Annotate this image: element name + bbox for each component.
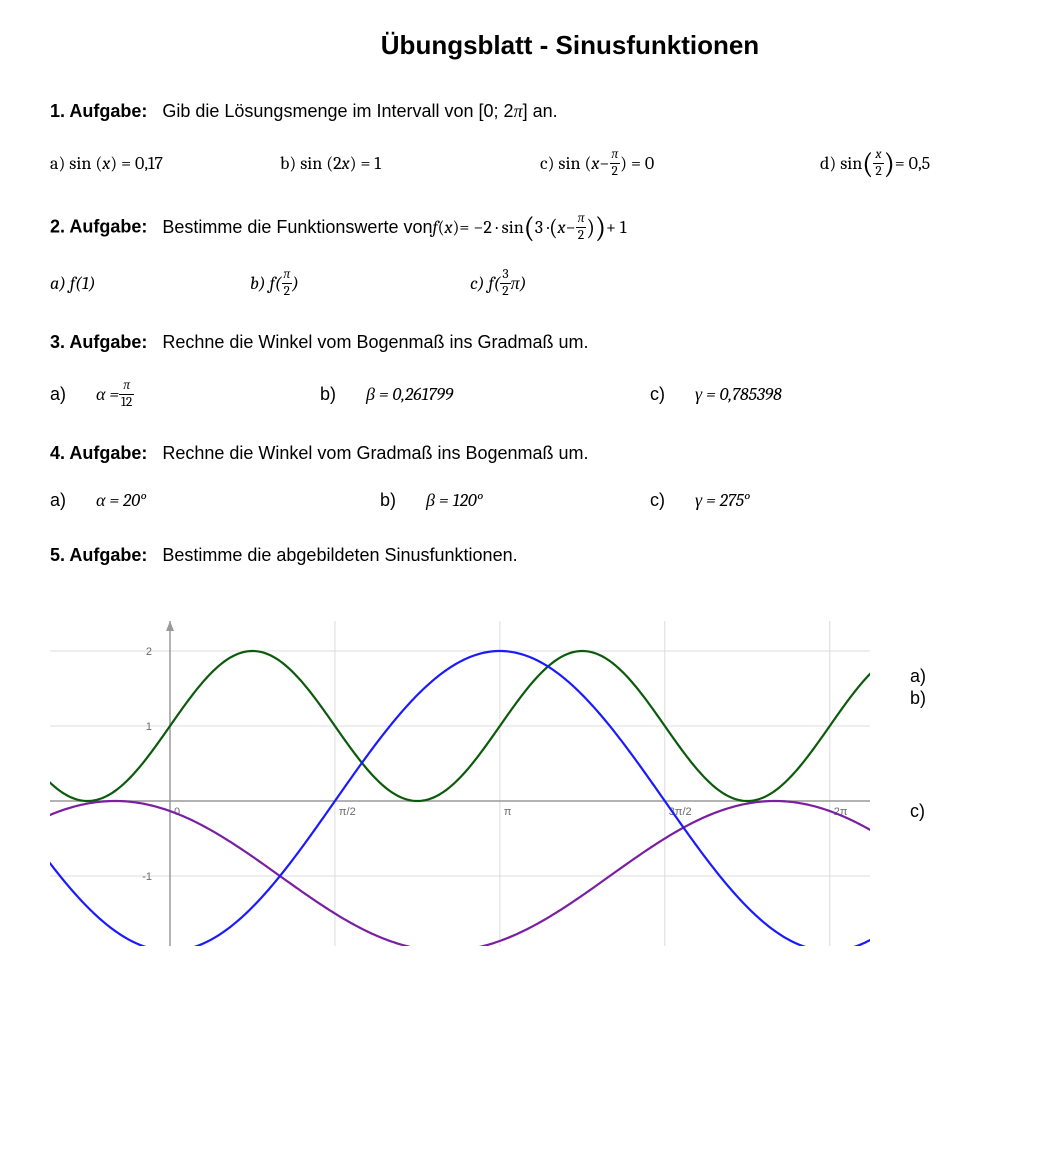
task-1-prompt: Gib die Lösungsmenge im Intervall von [0…: [162, 101, 557, 121]
task-2: 2. Aufgabe: Bestimme die Funktionswerte …: [50, 212, 1040, 242]
svg-text:π: π: [504, 806, 512, 818]
task-1: 1. Aufgabe: Gib die Lösungsmenge im Inte…: [50, 101, 1040, 122]
task-1-items: a) sin (x) = 0,17 b) sin (2x) = 1 c) sin…: [50, 148, 1040, 178]
curve-label-a: a): [910, 666, 926, 687]
task-3-lead: 3. Aufgabe:: [50, 332, 147, 352]
t3-c: c) γ = 0,785398: [650, 384, 1040, 405]
t4-a: a) α = 20°: [50, 490, 380, 511]
svg-text:2: 2: [146, 646, 152, 658]
t4-b: b) β = 120°: [380, 490, 650, 511]
task-3-items: a) α = π12 b) β = 0,261799 c) γ = 0,7853…: [50, 379, 1040, 409]
sine-chart: 0π/2π3π/22π5π/2-112: [50, 576, 870, 946]
sine-chart-container: 0π/2π3π/22π5π/2-112 a) b) c): [50, 576, 1040, 951]
task-4-prompt: Rechne die Winkel vom Gradmaß ins Bogenm…: [162, 443, 588, 463]
task-3: 3. Aufgabe: Rechne die Winkel vom Bogenm…: [50, 332, 1040, 353]
task-5-lead: 5. Aufgabe:: [50, 545, 147, 565]
t2-a: a) f(1): [50, 273, 250, 294]
t3-b: b) β = 0,261799: [320, 384, 650, 405]
svg-text:π/2: π/2: [339, 806, 356, 818]
task-5-prompt: Bestimme die abgebildeten Sinusfunktione…: [162, 545, 517, 565]
task-4: 4. Aufgabe: Rechne die Winkel vom Gradma…: [50, 443, 1040, 464]
curve-c: [50, 801, 870, 946]
svg-text:-1: -1: [142, 871, 152, 883]
curve-label-c: c): [910, 801, 925, 822]
t2-b: b) f( π2 ): [250, 268, 470, 298]
curve-label-b: b): [910, 688, 926, 709]
task-3-prompt: Rechne die Winkel vom Bogenmaß ins Gradm…: [162, 332, 588, 352]
task-1-lead: 1. Aufgabe:: [50, 101, 147, 121]
task-4-items: a) α = 20° b) β = 120° c) γ = 275°: [50, 490, 1040, 511]
task-4-lead: 4. Aufgabe:: [50, 443, 147, 463]
task-2-prompt: Bestimme die Funktionswerte von f(x) = −…: [162, 212, 626, 242]
svg-text:1: 1: [146, 721, 152, 733]
task-2-items: a) f(1) b) f( π2 ) c) f( 32 π ): [50, 268, 1040, 298]
t1-d: d) sin ( x2 ) = 0,5: [820, 148, 1040, 178]
t1-b: b) sin (2x) = 1: [280, 153, 540, 174]
curve-b: [50, 651, 870, 946]
page-title: Übungsblatt - Sinusfunktionen: [50, 30, 1040, 61]
t2-c: c) f( 32 π ): [470, 268, 1040, 298]
t1-a: a) sin (x) = 0,17: [50, 153, 280, 174]
task-2-lead: 2. Aufgabe:: [50, 217, 147, 237]
t1-c: c) sin (x − π2 ) = 0: [540, 148, 820, 178]
t3-a: a) α = π12: [50, 379, 320, 409]
task-5: 5. Aufgabe: Bestimme die abgebildeten Si…: [50, 545, 1040, 566]
t4-c: c) γ = 275°: [650, 490, 1040, 511]
